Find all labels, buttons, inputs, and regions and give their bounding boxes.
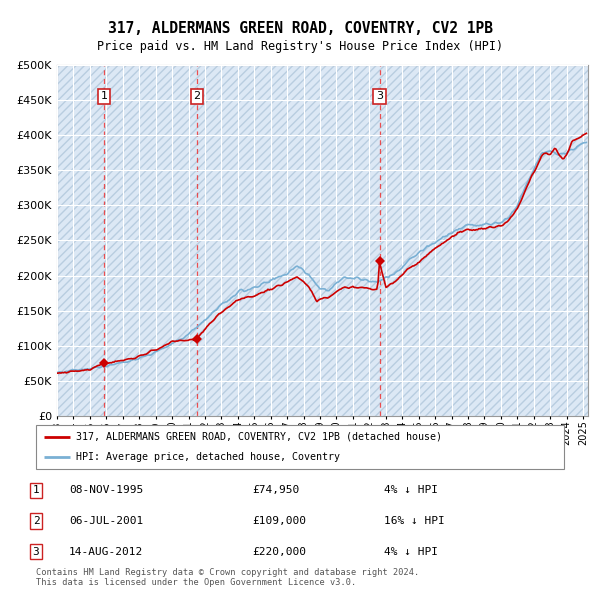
Text: £220,000: £220,000 bbox=[252, 547, 306, 556]
Text: 1: 1 bbox=[32, 486, 40, 495]
Text: 08-NOV-1995: 08-NOV-1995 bbox=[69, 486, 143, 495]
Text: 4% ↓ HPI: 4% ↓ HPI bbox=[384, 547, 438, 556]
Text: 1: 1 bbox=[101, 91, 107, 101]
Text: 317, ALDERMANS GREEN ROAD, COVENTRY, CV2 1PB (detached house): 317, ALDERMANS GREEN ROAD, COVENTRY, CV2… bbox=[76, 432, 442, 442]
Text: £74,950: £74,950 bbox=[252, 486, 299, 495]
Text: 4% ↓ HPI: 4% ↓ HPI bbox=[384, 486, 438, 495]
Text: 2: 2 bbox=[193, 91, 200, 101]
Text: Price paid vs. HM Land Registry's House Price Index (HPI): Price paid vs. HM Land Registry's House … bbox=[97, 40, 503, 53]
Text: 16% ↓ HPI: 16% ↓ HPI bbox=[384, 516, 445, 526]
Text: 3: 3 bbox=[32, 547, 40, 556]
Text: 2: 2 bbox=[32, 516, 40, 526]
Text: 317, ALDERMANS GREEN ROAD, COVENTRY, CV2 1PB: 317, ALDERMANS GREEN ROAD, COVENTRY, CV2… bbox=[107, 21, 493, 35]
Text: HPI: Average price, detached house, Coventry: HPI: Average price, detached house, Cove… bbox=[76, 452, 340, 462]
Text: 14-AUG-2012: 14-AUG-2012 bbox=[69, 547, 143, 556]
Text: 06-JUL-2001: 06-JUL-2001 bbox=[69, 516, 143, 526]
Text: Contains HM Land Registry data © Crown copyright and database right 2024.
This d: Contains HM Land Registry data © Crown c… bbox=[36, 568, 419, 587]
Text: £109,000: £109,000 bbox=[252, 516, 306, 526]
FancyBboxPatch shape bbox=[36, 425, 564, 469]
Text: 3: 3 bbox=[376, 91, 383, 101]
